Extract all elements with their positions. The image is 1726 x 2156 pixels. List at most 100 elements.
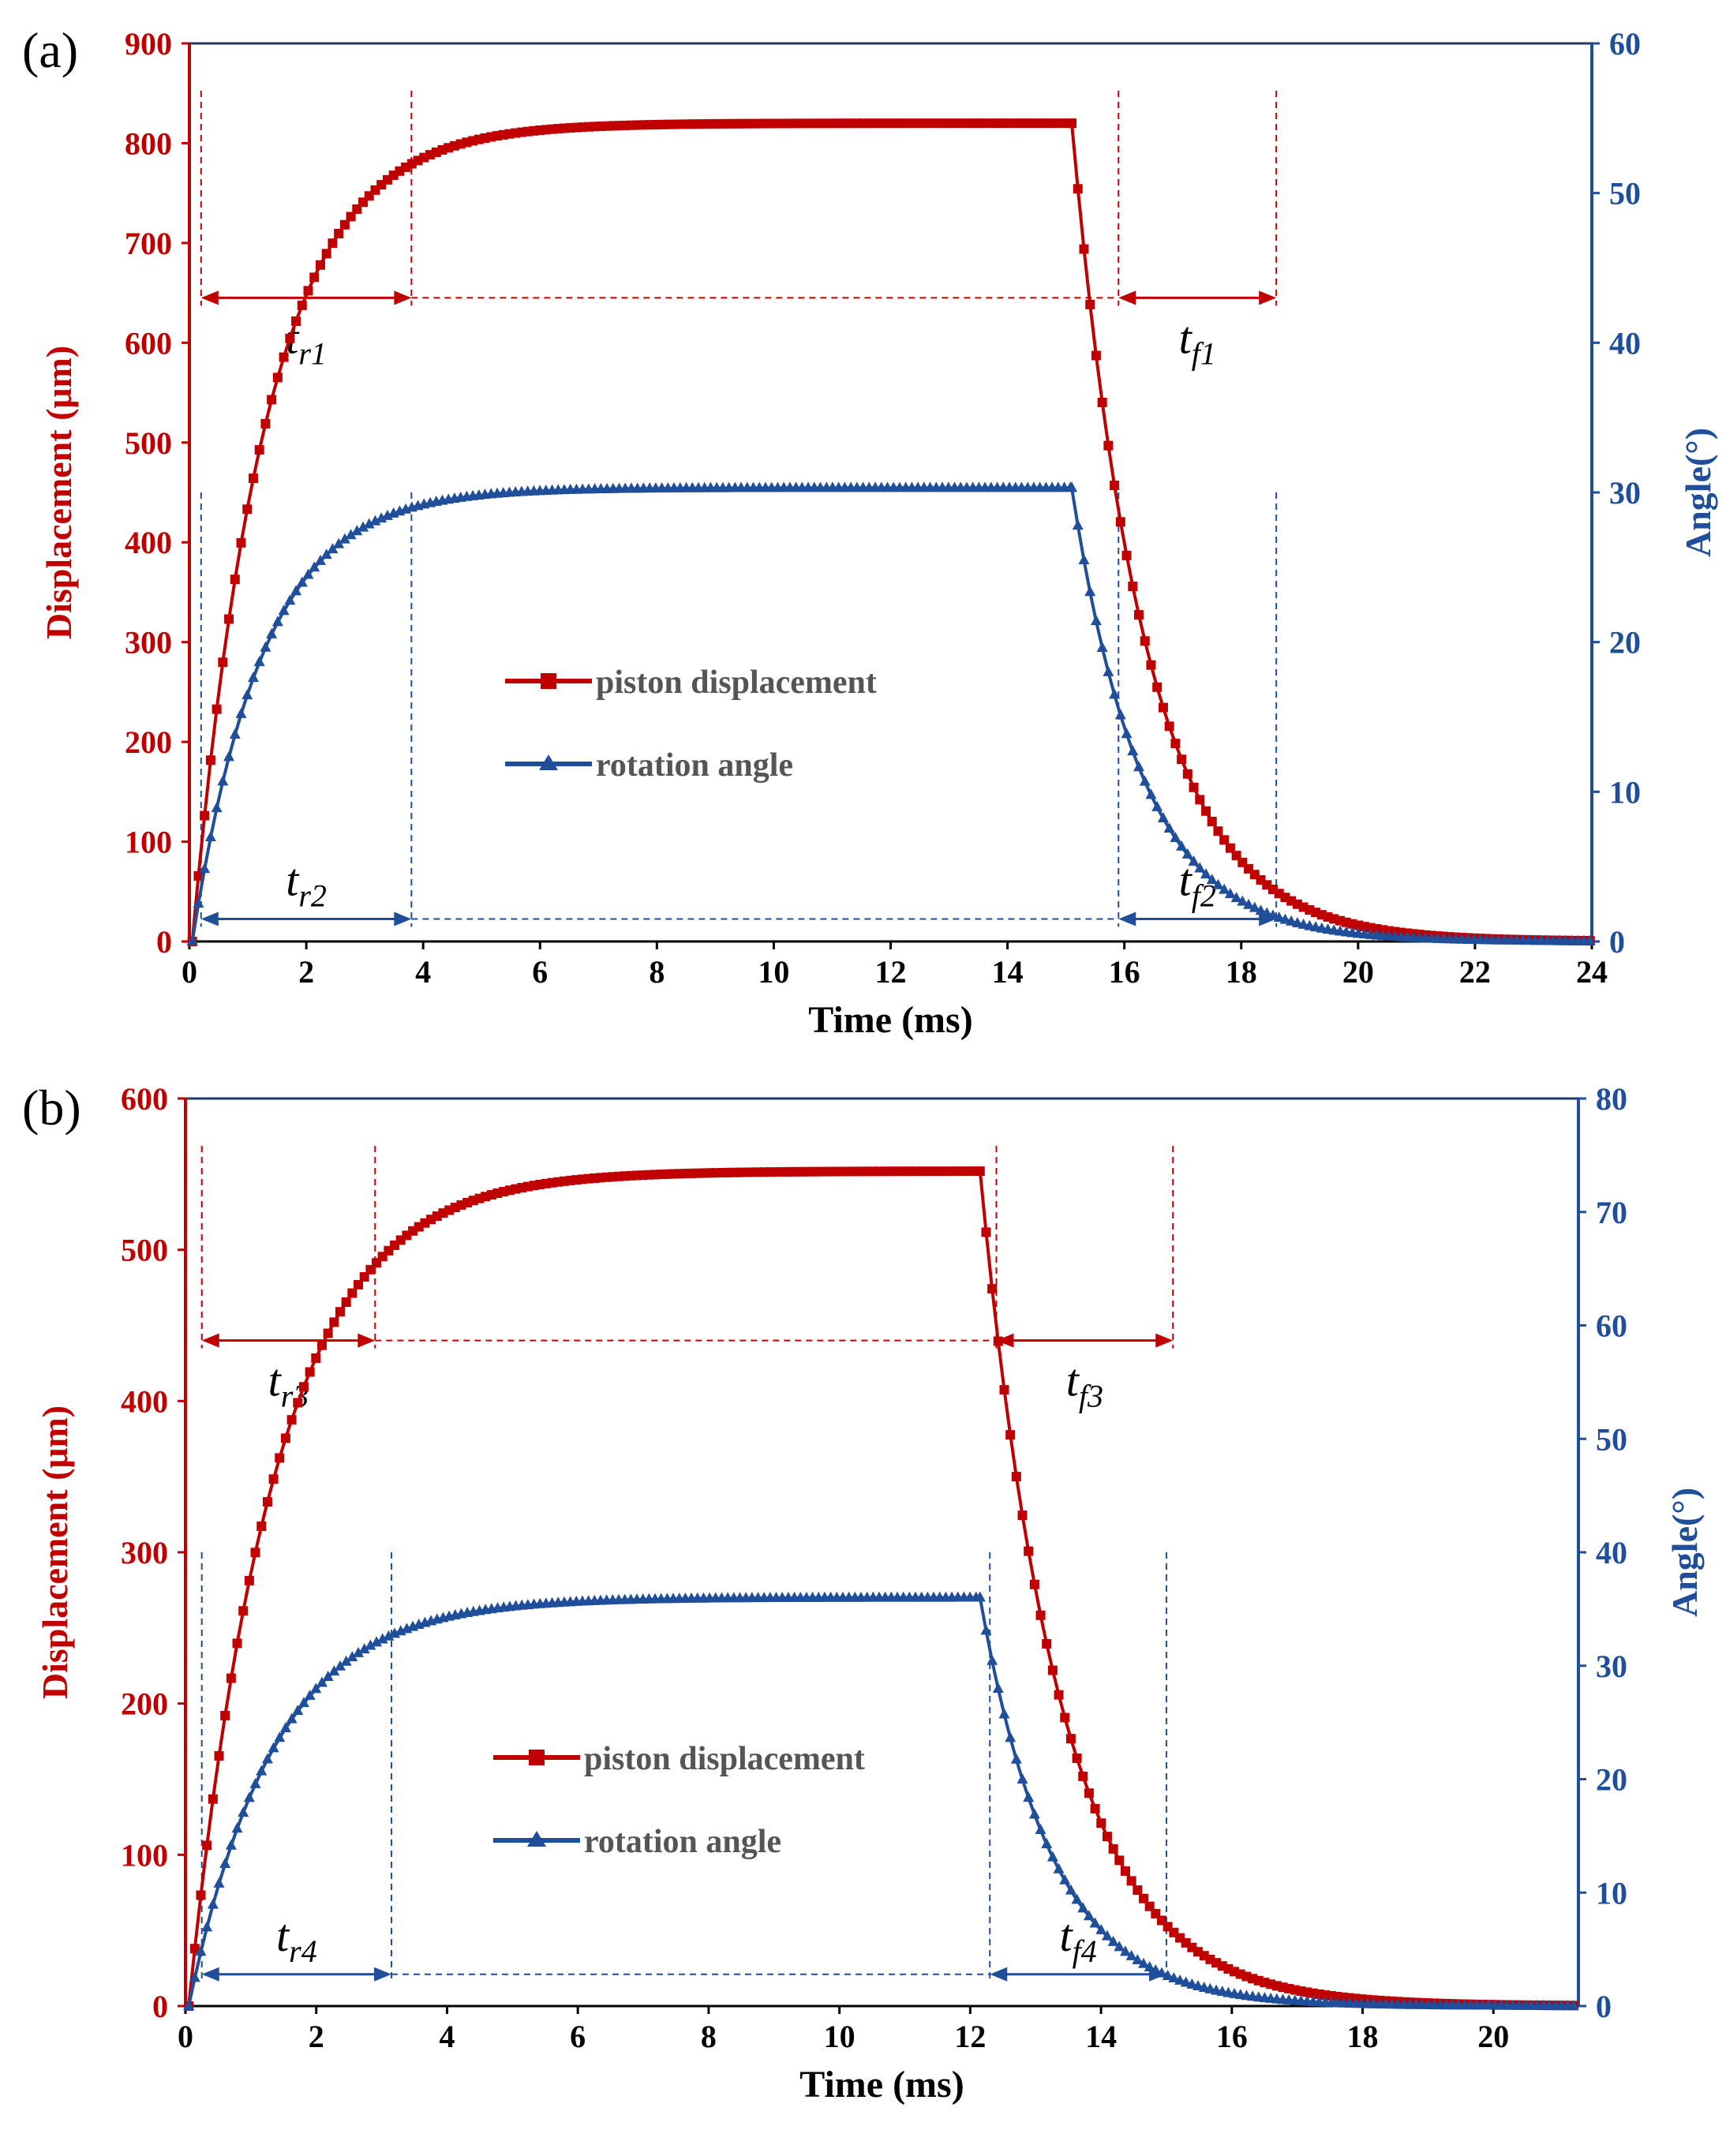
data-point-triangle	[290, 585, 302, 596]
arrow-head-right	[394, 911, 412, 926]
data-point-triangle	[1023, 1791, 1035, 1802]
data-point-square	[1084, 1788, 1094, 1799]
time-annotation-f4: tf4	[989, 1552, 1167, 1982]
data-point-square	[309, 272, 320, 283]
panel-label: (b)	[22, 1080, 81, 1136]
data-point-square	[280, 1433, 290, 1443]
data-point-square	[1144, 1901, 1155, 1911]
right-y-tick-label: 40	[1596, 1535, 1627, 1570]
data-point-square	[1189, 782, 1199, 792]
data-point-triangle	[1145, 788, 1157, 799]
annotation-subscript: r4	[289, 1933, 317, 1969]
data-point-square	[329, 1317, 339, 1327]
right-y-axis-title: Angle(°)	[1664, 1488, 1705, 1617]
left-y-tick-label: 100	[121, 1837, 168, 1873]
x-tick-label: 16	[1216, 2019, 1248, 2054]
annotation-base: t	[276, 1910, 290, 1961]
data-point-triangle	[296, 576, 308, 587]
data-point-square	[224, 614, 234, 624]
annotation-subscript: r1	[298, 335, 327, 371]
arrow-head-left	[1118, 911, 1136, 926]
data-point-triangle	[249, 1777, 261, 1788]
data-point-triangle	[1200, 868, 1212, 879]
annotation-base: t	[286, 855, 300, 906]
data-point-triangle	[333, 537, 345, 548]
data-point-triangle	[998, 1708, 1010, 1719]
data-point-triangle	[1109, 688, 1121, 699]
data-point-square	[1134, 610, 1144, 620]
data-point-triangle	[1065, 1884, 1076, 1895]
time-annotation-r2: tr2	[200, 492, 1119, 927]
data-point-square	[212, 704, 222, 714]
data-point-square	[285, 333, 295, 343]
data-point-triangle	[1114, 709, 1126, 720]
data-point-triangle	[358, 1643, 370, 1654]
data-point-triangle	[1192, 1980, 1204, 1991]
annotation-base: t	[1179, 312, 1193, 363]
data-point-triangle	[322, 1671, 334, 1682]
right-y-tick-label: 80	[1596, 1081, 1627, 1117]
data-point-square	[250, 1548, 260, 1558]
data-point-triangle	[1249, 901, 1260, 912]
data-point-square	[1126, 1876, 1136, 1886]
data-point-triangle	[225, 1839, 237, 1850]
data-point-square	[354, 1279, 364, 1289]
data-point-square	[1096, 1818, 1106, 1828]
data-point-triangle	[1174, 1974, 1186, 1985]
data-point-triangle	[1168, 1972, 1180, 1983]
arrow-head-right	[374, 1967, 392, 1982]
right-y-axis-title: Angle(°)	[1678, 428, 1718, 557]
data-point-triangle	[243, 1791, 255, 1802]
data-point-square	[1225, 843, 1235, 853]
data-point-triangle	[328, 1665, 340, 1676]
data-point-triangle	[1041, 1838, 1053, 1849]
data-point-square	[303, 286, 313, 296]
data-point-triangle	[339, 533, 350, 544]
arrow-head-right	[358, 1333, 376, 1348]
data-point-triangle	[309, 561, 320, 572]
data-point-triangle	[1101, 1930, 1113, 1941]
data-point-triangle	[253, 656, 265, 667]
annotation-label: tf4	[1059, 1910, 1096, 1969]
data-point-square	[1029, 1579, 1039, 1589]
data-point-square	[242, 504, 253, 515]
left-y-tick-label: 400	[121, 1383, 168, 1419]
data-point-triangle	[363, 518, 375, 529]
right-y-tick-label: 50	[1596, 1421, 1627, 1457]
data-point-triangle	[1077, 1902, 1089, 1913]
data-point-triangle	[369, 515, 381, 526]
left-y-axis-title: Displacement (μm)	[39, 346, 79, 639]
annotation-base: t	[1066, 1355, 1080, 1406]
legend-marker-triangle	[527, 1831, 546, 1847]
data-point-triangle	[334, 1660, 346, 1671]
left-y-tick-label: 100	[125, 825, 172, 860]
data-point-square	[1065, 1734, 1076, 1744]
data-point-triangle	[1035, 1824, 1046, 1835]
data-point-triangle	[274, 1731, 286, 1742]
data-point-square	[1078, 1771, 1088, 1781]
data-point-triangle	[298, 1697, 309, 1708]
data-point-square	[981, 1227, 991, 1237]
annotation-base: t	[1059, 1910, 1073, 1961]
data-point-triangle	[284, 594, 296, 605]
data-point-square	[275, 1453, 285, 1463]
data-point-triangle	[1017, 1772, 1028, 1784]
right-y-tick-label: 10	[1609, 774, 1641, 810]
arrow-head-right	[394, 290, 412, 305]
data-point-square	[1079, 244, 1089, 254]
data-point-square	[1072, 1753, 1082, 1763]
data-point-square	[1054, 1690, 1064, 1700]
data-point-triangle	[340, 1655, 352, 1666]
data-point-square	[1133, 1885, 1143, 1896]
annotation-label: tf1	[1179, 312, 1216, 371]
data-point-triangle	[235, 707, 247, 718]
x-tick-label: 6	[532, 954, 548, 990]
left-y-tick-label: 700	[125, 226, 172, 261]
data-point-square	[196, 1890, 206, 1900]
data-point-triangle	[302, 568, 314, 579]
data-point-square	[328, 238, 338, 249]
data-point-square	[1114, 1855, 1125, 1866]
left-y-tick-label: 800	[125, 125, 172, 161]
x-tick-label: 0	[178, 2019, 193, 2054]
data-point-square	[202, 1840, 212, 1851]
